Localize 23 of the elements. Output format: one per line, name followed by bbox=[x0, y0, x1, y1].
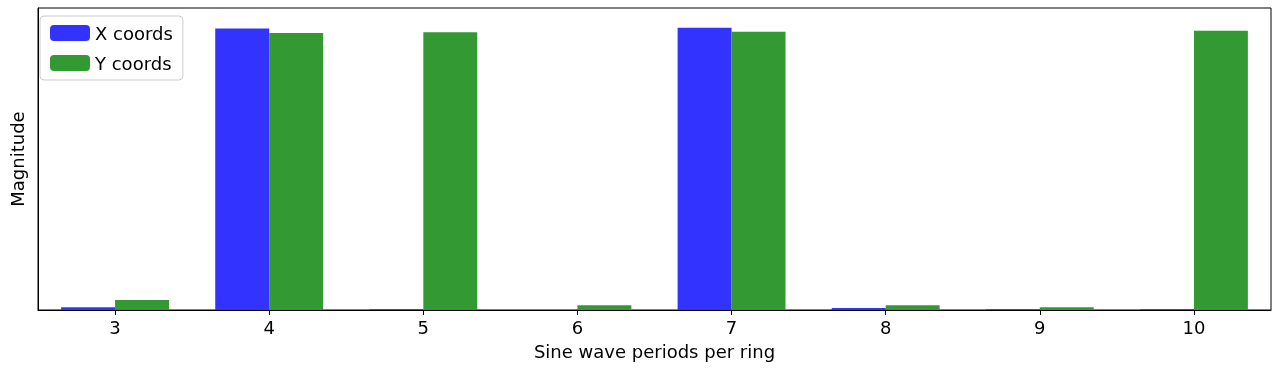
x-tick-label: 10 bbox=[1182, 316, 1206, 338]
bar bbox=[61, 307, 116, 310]
bar bbox=[577, 305, 632, 310]
y-axis-title: Magnitude bbox=[6, 111, 28, 207]
x-tick-label: 3 bbox=[109, 316, 121, 338]
x-tick-label: 9 bbox=[1034, 316, 1046, 338]
x-tick-label: 4 bbox=[263, 316, 275, 338]
bar bbox=[115, 300, 170, 310]
bar bbox=[423, 32, 478, 310]
x-axis-title: Sine wave periods per ring bbox=[533, 340, 776, 362]
bar bbox=[215, 28, 270, 310]
bar bbox=[677, 27, 732, 310]
bar bbox=[269, 33, 324, 310]
x-tick-label: 5 bbox=[417, 316, 430, 338]
x-tick-label: 7 bbox=[725, 316, 738, 338]
x-tick-label: 8 bbox=[879, 316, 892, 338]
bar bbox=[731, 31, 786, 310]
bar bbox=[1039, 307, 1094, 310]
bar bbox=[1193, 30, 1248, 310]
legend-label: X coords bbox=[95, 22, 173, 44]
legend-label: Y coords bbox=[94, 52, 172, 74]
bar bbox=[885, 305, 940, 310]
x-tick-label: 6 bbox=[571, 316, 584, 338]
